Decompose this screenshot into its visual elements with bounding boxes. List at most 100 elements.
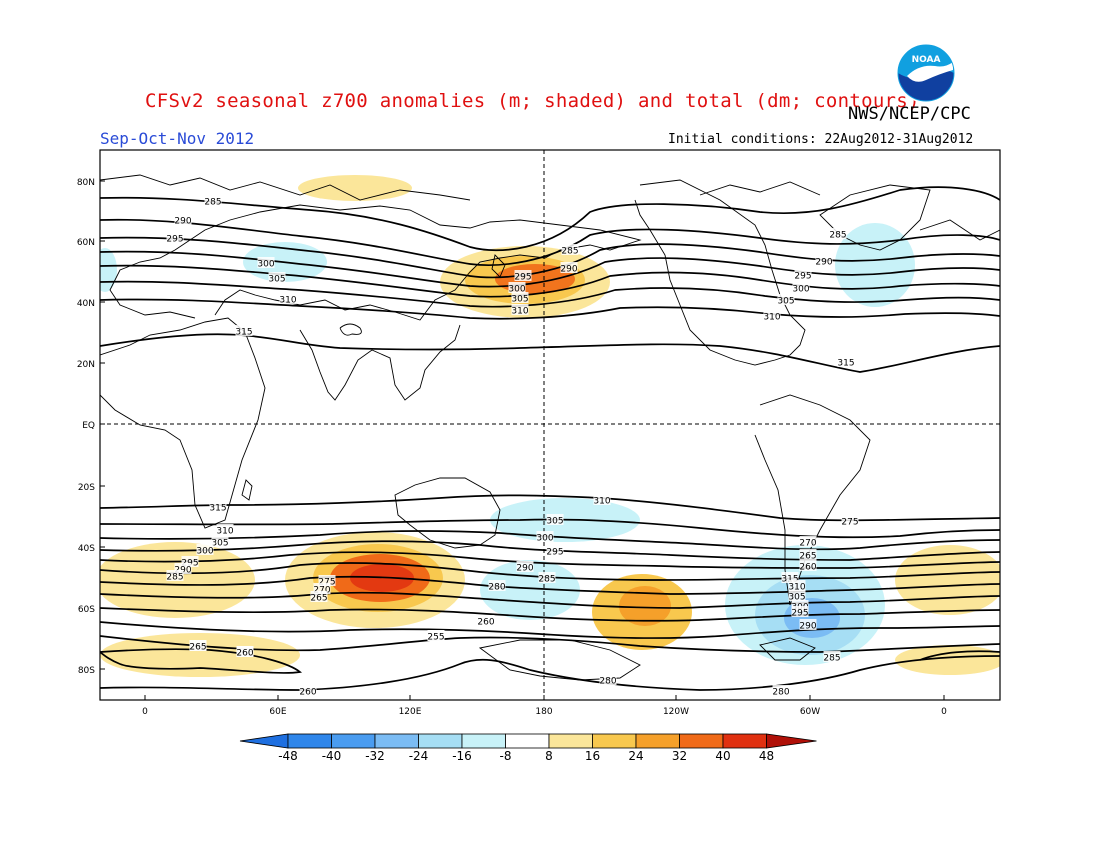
map-title: CFSv2 seasonal z700 anomalies (m; shaded…: [145, 90, 920, 112]
contour-label: 270: [799, 539, 816, 549]
lat-label: 80N: [77, 178, 95, 188]
colorbar-segment: [548, 733, 593, 749]
contour-label: 280: [599, 677, 616, 687]
contour-labels: 2852902953003053103152852902953003053102…: [166, 195, 859, 698]
contour-label: 315: [209, 504, 226, 514]
contour-label: 295: [166, 235, 183, 245]
contour-label: 295: [514, 273, 531, 283]
colorbar-tick-label: 24: [628, 749, 643, 763]
contour-label: 285: [204, 198, 221, 208]
contour-label: 290: [815, 258, 832, 268]
season-label: Sep-Oct-Nov 2012: [100, 129, 255, 148]
lat-label: EQ: [82, 421, 95, 431]
contour-label: 300: [196, 547, 213, 557]
colorbar-tick-label: 16: [585, 749, 600, 763]
contour-label: 305: [211, 539, 228, 549]
contour-label: 285: [829, 231, 846, 241]
lat-label: 40S: [78, 544, 95, 554]
initial-conditions-label: Initial conditions: 22Aug2012-31Aug2012: [668, 132, 974, 147]
colorbar-tick-label: 40: [715, 749, 730, 763]
agency-label: NWS/NCEP/CPC: [848, 104, 971, 124]
lon-label: 180: [535, 707, 552, 717]
lat-label: 20S: [78, 483, 95, 493]
contour-label: 310: [763, 313, 780, 323]
contour-label: 300: [257, 260, 274, 270]
colorbar-segment: [592, 733, 637, 749]
contour-label: 310: [593, 497, 610, 507]
contour-label: 310: [216, 527, 233, 537]
colorbar-segment: [722, 733, 767, 749]
colorbar-tick-label: -16: [452, 749, 472, 763]
contour-label: 280: [772, 688, 789, 698]
contour-label: 310: [788, 583, 805, 593]
colorbar-tick-label: -8: [500, 749, 512, 763]
colorbar-segment: [505, 733, 550, 749]
contour-label: 260: [477, 618, 494, 628]
contour-label: 310: [511, 307, 528, 317]
colorbar-segment: [635, 733, 680, 749]
colorbar-segment: [679, 733, 724, 749]
lon-label: 60E: [269, 707, 286, 717]
colorbar: -48 -40 -32 -24 -16 -8 8 16 24 32 40 48: [239, 733, 817, 763]
contour-label: 265: [799, 552, 816, 562]
longitude-axis: 0 60E 120E 180 120W 60W 0: [142, 695, 947, 717]
contour-label: 305: [268, 275, 285, 285]
colorbar-tick-label: 8: [545, 749, 553, 763]
contour-label: 315: [781, 575, 798, 585]
lon-label: 120E: [399, 707, 422, 717]
noaa-logo: NOAA: [896, 43, 956, 103]
contour-label: 260: [299, 688, 316, 698]
colorbar-tick-label: -24: [409, 749, 429, 763]
contour-label: 260: [236, 649, 253, 659]
colorbar-arrow-right: [766, 733, 817, 749]
colorbar-arrow-left: [239, 733, 289, 749]
contour-label: 285: [823, 654, 840, 664]
lat-label: 60S: [78, 605, 95, 615]
contour-label: 290: [516, 564, 533, 574]
contour-label: 305: [546, 517, 563, 527]
contour-label: 285: [538, 575, 555, 585]
lon-label: 0: [941, 707, 947, 717]
lat-label: 60N: [77, 238, 95, 248]
contour-label: 300: [792, 285, 809, 295]
contour-label: 300: [536, 534, 553, 544]
contour-label: 305: [788, 593, 805, 603]
noaa-logo-text: NOAA: [912, 55, 941, 65]
lat-label: 80S: [78, 666, 95, 676]
contour-label: 270: [313, 586, 330, 596]
contour-label: 285: [166, 573, 183, 583]
contour-label: 315: [235, 328, 252, 338]
lat-label: 20N: [77, 360, 95, 370]
colorbar-tick-label: 48: [759, 749, 774, 763]
contour-label: 300: [508, 285, 525, 295]
colorbar-segment: [418, 733, 463, 749]
contour-label: 295: [546, 548, 563, 558]
colorbar-tick-label: -32: [365, 749, 385, 763]
colorbar-segment: [287, 733, 332, 749]
contour-label: 290: [560, 265, 577, 275]
contour-label: 260: [799, 563, 816, 573]
contour-label: 310: [279, 296, 296, 306]
lon-label: 60W: [800, 707, 820, 717]
colorbar-tick-label: 32: [672, 749, 687, 763]
contour-label: 290: [799, 622, 816, 632]
contour-label: 275: [318, 578, 335, 588]
contour-label: 295: [791, 609, 808, 619]
contour-label: 265: [189, 643, 206, 653]
contour-label: 315: [837, 359, 854, 369]
contour-label: 305: [511, 295, 528, 305]
total-contours: [100, 186, 1000, 691]
contour-label: 290: [174, 217, 191, 227]
contour-label: 265: [310, 594, 327, 604]
contour-label: 275: [841, 518, 858, 528]
lat-label: 40N: [77, 299, 95, 309]
contour-label: 295: [794, 272, 811, 282]
lon-label: 0: [142, 707, 148, 717]
colorbar-segment: [461, 733, 506, 749]
contour-label: 255: [427, 633, 444, 643]
contour-label: 280: [488, 583, 505, 593]
map-frame: [99, 149, 1001, 701]
latitude-axis: 80N 60N 40N 20N EQ 20S 40S 60S 80S: [77, 178, 105, 676]
contour-label: 305: [777, 297, 794, 307]
